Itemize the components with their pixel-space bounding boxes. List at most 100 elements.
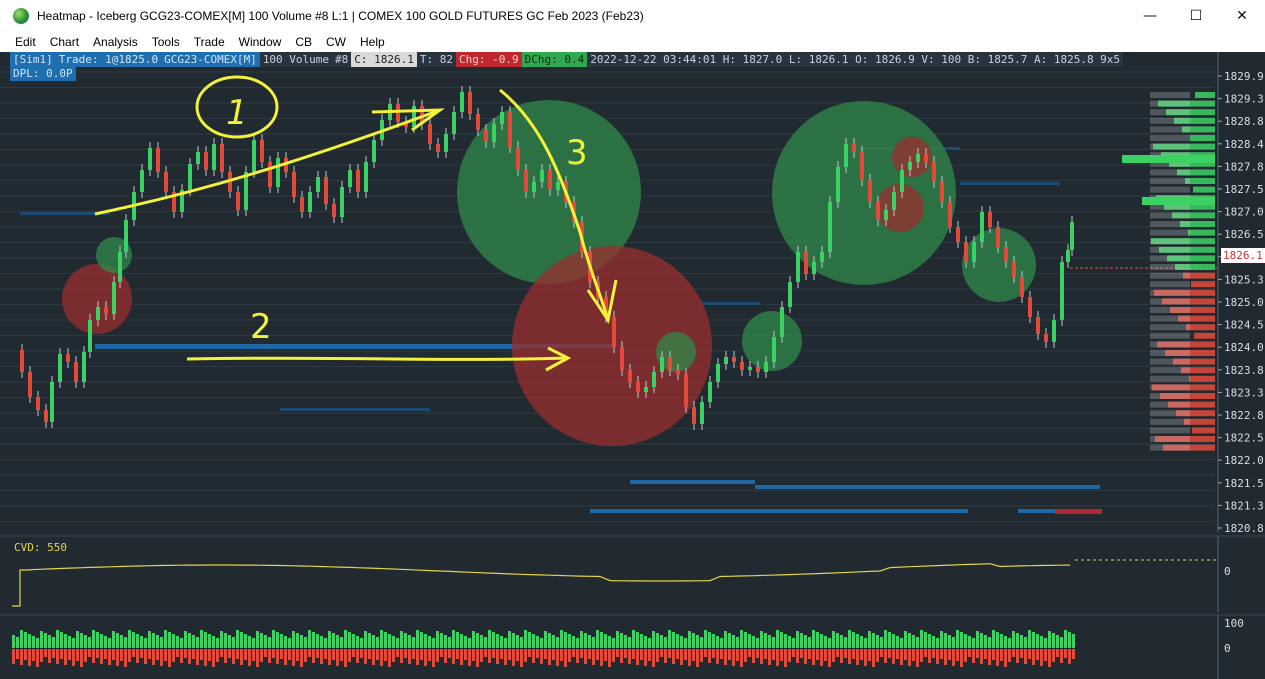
buy-volume-bar — [96, 632, 99, 648]
sell-volume-bar — [628, 649, 631, 664]
sell-volume-bar — [240, 649, 243, 665]
candle-body — [548, 170, 552, 190]
buy-volume-bar — [100, 634, 103, 648]
sell-volume-bar — [892, 649, 895, 664]
sell-volume-bar — [356, 649, 359, 663]
sell-volume-bar — [888, 649, 891, 658]
buy-volume-bar — [1024, 637, 1027, 648]
heatmap-chart[interactable]: 1829.9 1829.3 1828.8 1828.4 1827.8 1827.5 1827… — [0, 52, 1265, 679]
sell-volume-bar — [332, 649, 335, 660]
sell-volume-bar — [940, 649, 943, 659]
sell-volume-bar — [264, 649, 267, 657]
buy-volume-bar — [560, 630, 563, 648]
dom-level-bar — [1173, 358, 1215, 365]
buy-volume-bar — [828, 638, 831, 648]
menu-chart[interactable]: Chart — [49, 35, 80, 49]
buy-volume-bar — [480, 635, 483, 648]
annotation-label-1: 1 — [226, 93, 248, 133]
buy-volume-bar — [624, 635, 627, 648]
sell-volume-bar — [228, 649, 231, 658]
dom-level-text — [1150, 436, 1190, 442]
buy-volume-bar — [32, 636, 35, 648]
buy-volume-bar — [712, 634, 715, 648]
menu-tools[interactable]: Tools — [151, 35, 180, 49]
sell-volume-bar — [936, 649, 939, 664]
candle-body — [140, 170, 144, 192]
sell-volume-bar — [620, 649, 623, 663]
sell-volume-bar — [408, 649, 411, 664]
minimize-button[interactable]: — — [1143, 8, 1157, 24]
sell-volume-bar — [816, 649, 819, 660]
sell-volume-bar — [832, 649, 835, 662]
sell-volume-bar — [452, 649, 455, 664]
candle-body — [300, 197, 304, 212]
dom-level-text — [1150, 160, 1190, 167]
candle-body — [892, 192, 896, 210]
candle-body — [460, 92, 464, 112]
trade-bubble — [96, 237, 132, 273]
dom-level-text — [1150, 229, 1190, 236]
sell-volume-bar — [52, 649, 55, 658]
buy-volume-bar — [568, 634, 571, 648]
sell-volume-bar — [272, 649, 275, 658]
symbol-badge: GCG23-COMEX[M] — [161, 52, 260, 67]
buy-volume-bar — [868, 631, 871, 648]
menu-cb[interactable]: CB — [295, 35, 312, 49]
candle-body — [244, 172, 248, 210]
buy-volume-bar — [412, 637, 415, 648]
sell-volume-bar — [1056, 649, 1059, 657]
dom-level-text — [1150, 393, 1190, 399]
maximize-button[interactable]: ☐ — [1189, 8, 1203, 24]
sell-volume-bar — [440, 649, 443, 657]
candle-body — [452, 112, 456, 134]
candle-body — [932, 162, 936, 182]
dom-level-bar — [1192, 427, 1215, 434]
candle-body — [1052, 320, 1056, 342]
sell-volume-bar — [948, 649, 951, 660]
sell-volume-bar — [532, 649, 535, 663]
buy-volume-bar — [1068, 632, 1071, 648]
chart-canvas[interactable]: 1829.9 1829.3 1828.8 1828.4 1827.8 1827.5 1827… — [0, 52, 1265, 679]
buy-volume-bar — [620, 633, 623, 648]
volume-axis-top: 100 — [1224, 617, 1244, 630]
buy-volume-bar — [52, 637, 55, 648]
buy-volume-bar — [492, 632, 495, 648]
buy-volume-bar — [1048, 631, 1051, 648]
sell-volume-bar — [176, 649, 179, 657]
sell-volume-bar — [860, 649, 863, 660]
buy-volume-bar — [548, 633, 551, 648]
sell-volume-bar — [580, 649, 583, 658]
menu-cw[interactable]: CW — [326, 35, 346, 49]
buy-volume-bar — [608, 636, 611, 648]
sell-volume-bar — [900, 649, 903, 665]
candle-body — [332, 204, 336, 217]
menu-edit[interactable]: Edit — [15, 35, 36, 49]
menu-help[interactable]: Help — [360, 35, 385, 49]
dom-level-text — [1150, 444, 1190, 451]
buy-volume-bar — [540, 638, 543, 648]
dom-level-bar — [1165, 350, 1215, 356]
buy-volume-bar — [856, 634, 859, 648]
buy-volume-bar — [256, 631, 259, 648]
menu-trade[interactable]: Trade — [193, 35, 225, 49]
sell-volume-bar — [12, 649, 15, 664]
sell-volume-bar — [556, 649, 559, 666]
sell-volume-bar — [116, 649, 119, 666]
menu-analysis[interactable]: Analysis — [93, 35, 138, 49]
sim-account-badge: [Sim1] — [10, 52, 56, 67]
candle-body — [716, 364, 720, 382]
sell-volume-bar — [696, 649, 699, 667]
dom-level-text — [1150, 401, 1190, 408]
buy-volume-bar — [72, 638, 75, 648]
sell-volume-bar — [192, 649, 195, 659]
buy-volume-bar — [384, 632, 387, 648]
buy-volume-bar — [188, 633, 191, 648]
menu-window[interactable]: Window — [238, 35, 282, 49]
sell-volume-bar — [412, 649, 415, 659]
candle-body — [556, 182, 560, 190]
buy-volume-bar — [596, 630, 599, 648]
close-button[interactable]: ✕ — [1236, 8, 1248, 24]
buy-volume-bar — [1052, 633, 1055, 648]
candle-body — [404, 122, 408, 127]
buy-volume-bar — [1004, 636, 1007, 648]
